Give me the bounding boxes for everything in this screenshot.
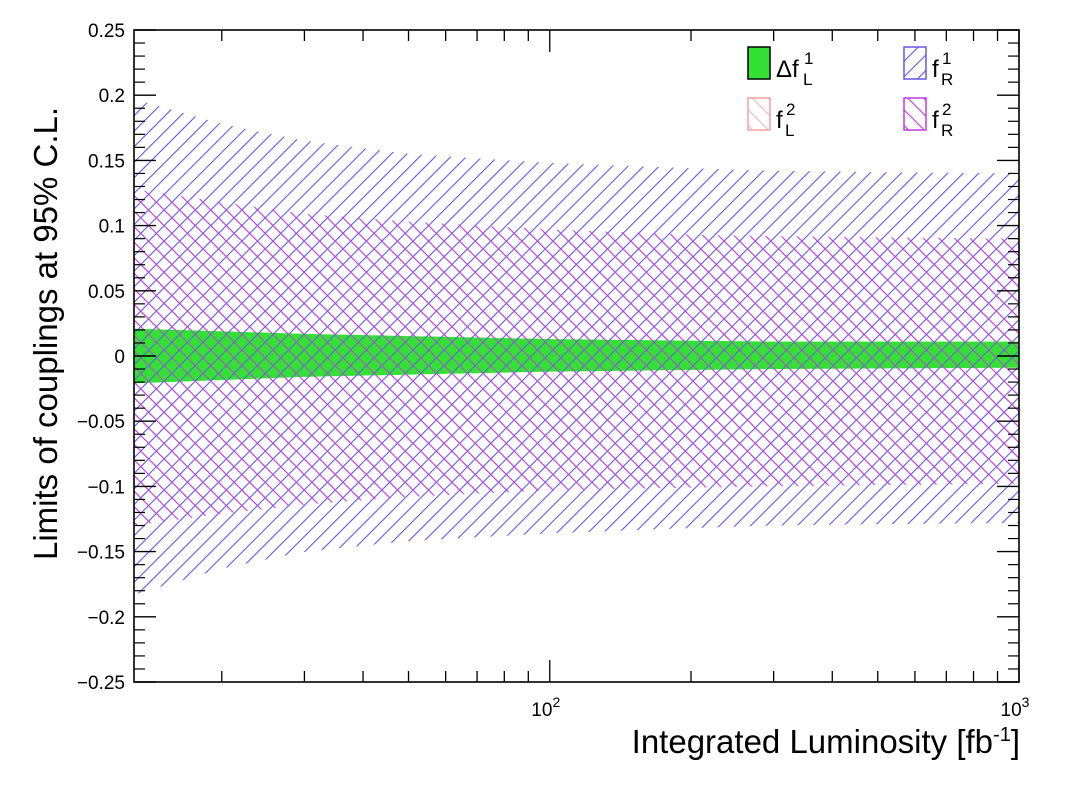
y-tick-label: −0.15 [77,543,125,564]
legend-label: Δf 1 L [776,49,813,89]
legend-swatch [903,46,927,80]
legend: Δf 1 L f 1 R f 2 L f 2 R [747,46,953,140]
y-tick-label: −0.2 [87,608,125,629]
y-tick-label: 0.15 [88,151,125,172]
x-axis: 102 103 [221,30,1030,721]
band-delta-f-l1-hatch-overlay-2 [134,328,1019,384]
y-tick-label: −0.25 [77,673,125,694]
legend-swatch [747,46,771,80]
y-tick-label: 0.25 [88,21,125,42]
bands-group [134,99,1019,595]
x-tick-label: 102 [531,694,560,721]
y-tick-label: −0.1 [87,477,125,498]
x-tick-label: 103 [1001,694,1030,721]
y-axis: 0.25 0.2 0.15 0.1 0.05 0 −0.05 −0.1 −0.15 −0.2 −0.… [77,21,1019,694]
legend-swatch [903,97,927,131]
y-axis-title: Limits of couplings at 95% C.L. [27,107,64,560]
legend-swatch [747,97,771,131]
y-tick-label: 0 [114,347,125,368]
y-tick-label: 0.05 [88,282,125,303]
y-tick-label: −0.05 [77,412,125,433]
x-axis-title: Integrated Luminosity [fb-1] [632,723,1020,760]
y-tick-label: 0.1 [99,217,125,238]
y-tick-label: 0.2 [99,86,125,107]
